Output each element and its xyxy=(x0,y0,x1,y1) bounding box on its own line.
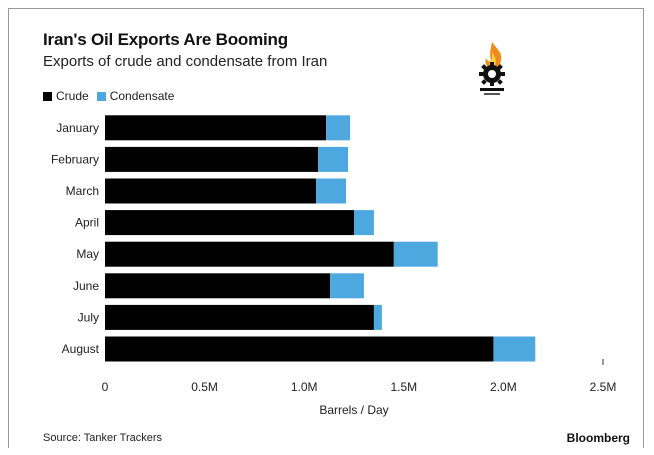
legend-label-condensate: Condensate xyxy=(109,89,175,103)
bar-crude-february xyxy=(105,146,319,172)
bar-crude-june xyxy=(105,273,331,299)
category-label-january: January xyxy=(56,121,99,135)
legend-swatch-condensate xyxy=(96,91,106,101)
bar-crude-may xyxy=(105,241,394,267)
category-label-august: August xyxy=(62,342,100,356)
category-labels: January February March April May June July Augu… xyxy=(51,121,100,356)
bar-condensate-february xyxy=(318,146,349,172)
bar-condensate-july xyxy=(373,304,382,330)
category-label-april: April xyxy=(75,216,99,230)
bar-condensate-january xyxy=(326,115,351,141)
x-tick-label-2: 1.0M xyxy=(291,380,318,394)
bar-condensate-june xyxy=(330,273,364,299)
bar-condensate-march xyxy=(316,178,347,204)
source-note: Source: Tanker Trackers xyxy=(43,432,163,444)
brand-logo: Bloomberg xyxy=(566,431,630,445)
bar-crude-august xyxy=(105,336,494,362)
bar-condensate-may xyxy=(393,241,438,267)
x-axis-title: Barrels / Day xyxy=(319,403,388,417)
chart-legend: Crude Condensate xyxy=(43,89,182,103)
category-label-june: June xyxy=(73,279,99,293)
x-tick-label-1: 0.5M xyxy=(191,380,218,394)
bar-condensate-august xyxy=(493,336,536,362)
x-tick-labels: 0 0.5M 1.0M 1.5M 2.0M 2.5M xyxy=(102,380,617,394)
bars-group xyxy=(105,115,536,362)
x-tick-label-0: 0 xyxy=(102,380,109,394)
legend-item-crude: Crude xyxy=(43,89,89,103)
legend-swatch-crude xyxy=(43,91,52,101)
bar-condensate-april xyxy=(354,210,374,236)
x-tick-label-5: 2.5M xyxy=(590,380,617,394)
chart-title: Iran's Oil Exports Are Booming xyxy=(43,30,288,49)
bar-crude-july xyxy=(105,304,374,330)
category-label-may: May xyxy=(76,247,99,261)
chart-frame xyxy=(8,8,644,448)
x-tick-label-3: 1.5M xyxy=(390,380,417,394)
bar-crude-april xyxy=(105,210,354,236)
category-label-march: March xyxy=(66,184,99,198)
bar-crude-january xyxy=(105,115,327,141)
category-label-july: July xyxy=(78,310,99,324)
legend-label-crude: Crude xyxy=(56,89,89,103)
legend-item-condensate: Condensate xyxy=(96,89,175,103)
watermark-logo-icon xyxy=(479,42,505,95)
chart-subtitle: Exports of crude and condensate from Ira… xyxy=(43,53,328,70)
category-label-february: February xyxy=(51,152,99,166)
x-tick-label-4: 2.0M xyxy=(490,380,517,394)
bar-crude-march xyxy=(105,178,317,204)
